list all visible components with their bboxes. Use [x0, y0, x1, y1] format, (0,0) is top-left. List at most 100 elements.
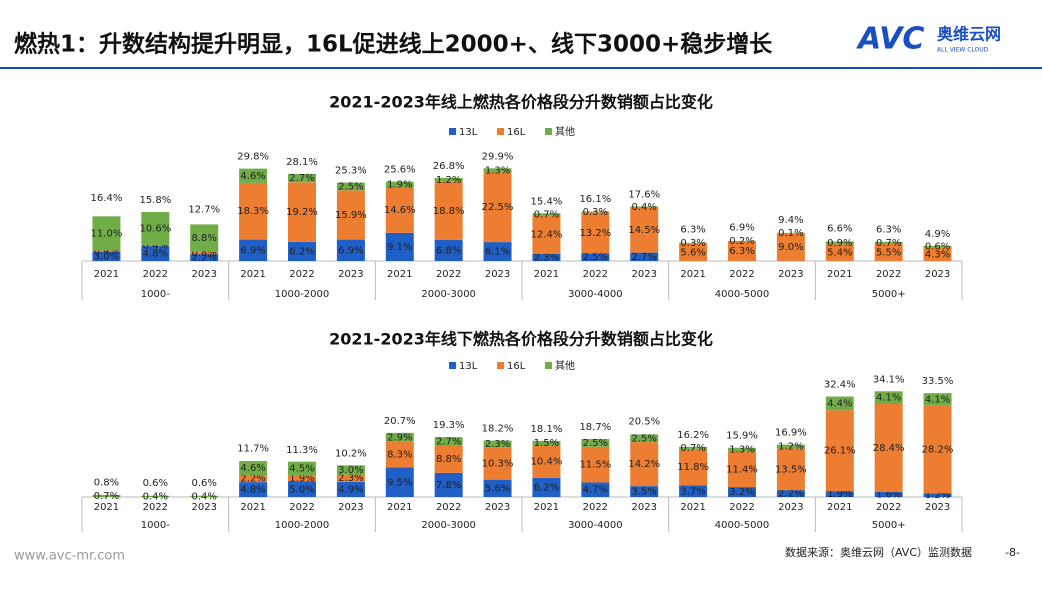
legend-swatch: [449, 128, 456, 135]
chart-title: 2021-2023年线上燃热各价格段分升数销额占比变化: [329, 93, 713, 112]
x-tick-label: 2023: [191, 502, 216, 513]
x-tick-label: 2022: [143, 502, 168, 513]
total-label: 29.8%: [237, 152, 269, 163]
total-label: 16.9%: [775, 428, 807, 439]
value-label: 6.9%: [338, 245, 363, 256]
x-tick-label: 2022: [143, 269, 168, 280]
value-label: 14.6%: [384, 205, 416, 216]
value-label: 4.8%: [240, 485, 265, 496]
total-label: 25.3%: [335, 166, 367, 177]
value-label: 2.7%: [632, 252, 657, 263]
total-label: 16.2%: [677, 430, 709, 441]
value-label: 28.2%: [922, 445, 954, 456]
value-label: 14.2%: [628, 459, 660, 470]
group-label: 1000-: [141, 520, 170, 531]
value-label: 3.5%: [632, 487, 657, 498]
group-label: 4000-5000: [715, 289, 770, 300]
total-label: 25.6%: [384, 165, 416, 176]
value-label: 0.1%: [778, 228, 803, 239]
x-tick-label: 2023: [338, 502, 363, 513]
value-label: 4.4%: [827, 398, 852, 409]
value-label: 4.6%: [240, 171, 265, 182]
total-label: 15.8%: [139, 195, 171, 206]
group-label: 1000-: [141, 289, 170, 300]
value-label: 3.2%: [729, 487, 754, 498]
x-tick-label: 2023: [631, 269, 656, 280]
value-label: 1.3%: [729, 445, 754, 456]
value-label: 18.3%: [237, 206, 269, 217]
value-label: 9.5%: [387, 477, 412, 488]
value-label: 5.5%: [876, 247, 901, 258]
value-label: 15.9%: [335, 210, 367, 221]
total-label: 16.1%: [579, 194, 611, 205]
legend-swatch: [545, 362, 552, 369]
x-tick-label: 2021: [240, 269, 265, 280]
x-tick-label: 2022: [436, 502, 461, 513]
value-label: 4.9%: [338, 484, 363, 495]
total-label: 20.5%: [628, 416, 660, 427]
value-label: 1.9%: [387, 180, 412, 191]
value-label: 1.2%: [778, 441, 803, 452]
value-label: 0.6%: [925, 242, 950, 253]
total-label: 34.1%: [873, 374, 905, 385]
x-tick-label: 2021: [94, 269, 119, 280]
value-label: 0.7%: [876, 238, 901, 249]
footer-source: 数据来源：奥维云网（AVC）监测数据: [785, 545, 972, 559]
value-label: 10.4%: [531, 457, 563, 468]
total-label: 0.6%: [143, 478, 168, 489]
legend-swatch: [497, 362, 504, 369]
value-label: 0.9%: [827, 238, 852, 249]
total-label: 16.4%: [91, 193, 123, 204]
x-tick-label: 2022: [583, 269, 608, 280]
value-label: 11.4%: [726, 464, 758, 475]
x-tick-label: 2021: [680, 269, 705, 280]
x-tick-label: 2023: [925, 502, 950, 513]
group-label: 4000-5000: [715, 520, 770, 531]
value-label: 11.8%: [677, 462, 709, 473]
x-tick-label: 2021: [827, 269, 852, 280]
value-label: 2.3%: [534, 252, 559, 263]
x-tick-label: 2022: [289, 269, 314, 280]
group-label: 3000-4000: [568, 520, 623, 531]
x-tick-label: 2023: [631, 502, 656, 513]
group-label: 5000+: [872, 289, 906, 300]
value-label: 6.9%: [240, 245, 265, 256]
value-label: 2.2%: [240, 474, 265, 485]
legend-swatch: [545, 128, 552, 135]
x-tick-label: 2022: [436, 269, 461, 280]
x-tick-label: 2021: [680, 502, 705, 513]
value-label: 0.7%: [94, 491, 119, 502]
value-label: 13.2%: [579, 228, 611, 239]
value-label: 0.4%: [143, 491, 168, 502]
value-label: 14.5%: [628, 225, 660, 236]
value-label: 6.8%: [436, 245, 461, 256]
logo-mark: AVC: [856, 22, 924, 57]
value-label: 8.8%: [192, 233, 217, 244]
value-label: 6.1%: [485, 247, 510, 258]
legend-label: 16L: [507, 361, 526, 372]
total-label: 33.5%: [922, 376, 954, 387]
x-tick-label: 2022: [729, 269, 754, 280]
x-tick-label: 2021: [387, 269, 412, 280]
value-label: 5.6%: [485, 483, 510, 494]
total-label: 11.3%: [286, 445, 318, 456]
x-tick-label: 2021: [94, 502, 119, 513]
value-label: 6.2%: [289, 246, 314, 257]
total-label: 29.9%: [482, 151, 514, 162]
value-label: 2.3%: [485, 439, 510, 450]
group-label: 5000+: [872, 520, 906, 531]
legend-label: 16L: [507, 127, 526, 138]
value-label: 18.8%: [433, 206, 465, 217]
value-label: 13.5%: [775, 464, 807, 475]
x-tick-label: 2022: [729, 502, 754, 513]
total-label: 15.4%: [531, 196, 563, 207]
total-label: 0.6%: [192, 478, 217, 489]
value-label: 28.4%: [873, 443, 905, 454]
total-label: 18.7%: [579, 422, 611, 433]
value-label: 11.0%: [91, 228, 123, 239]
legend-swatch: [449, 362, 456, 369]
total-label: 6.9%: [729, 223, 754, 234]
value-label: 26.1%: [824, 446, 856, 457]
value-label: 4.6%: [240, 463, 265, 474]
x-tick-label: 2021: [387, 502, 412, 513]
